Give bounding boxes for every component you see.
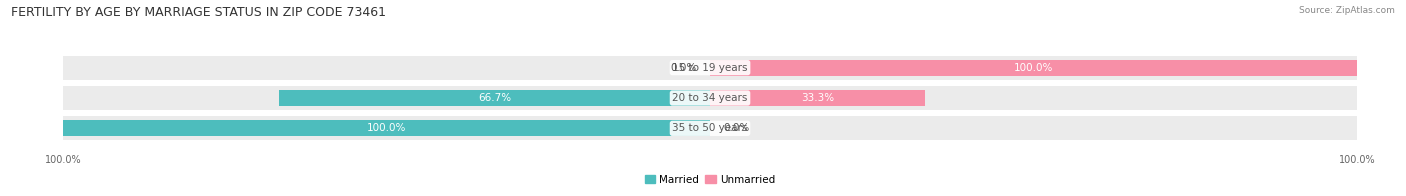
Legend: Married, Unmarried: Married, Unmarried bbox=[641, 170, 779, 189]
Bar bbox=[63, 86, 710, 110]
Bar bbox=[710, 90, 925, 106]
Bar bbox=[63, 55, 710, 80]
Bar bbox=[63, 116, 710, 141]
Text: Source: ZipAtlas.com: Source: ZipAtlas.com bbox=[1299, 6, 1395, 15]
Bar bbox=[710, 60, 1357, 75]
Bar bbox=[278, 90, 710, 106]
Text: FERTILITY BY AGE BY MARRIAGE STATUS IN ZIP CODE 73461: FERTILITY BY AGE BY MARRIAGE STATUS IN Z… bbox=[11, 6, 387, 19]
Bar bbox=[710, 116, 1357, 141]
Text: 33.3%: 33.3% bbox=[801, 93, 834, 103]
Text: 15 to 19 years: 15 to 19 years bbox=[672, 63, 748, 73]
Bar bbox=[63, 121, 710, 136]
Text: 0.0%: 0.0% bbox=[671, 63, 697, 73]
Text: 35 to 50 years: 35 to 50 years bbox=[672, 123, 748, 133]
Text: 66.7%: 66.7% bbox=[478, 93, 510, 103]
Text: 0.0%: 0.0% bbox=[723, 123, 749, 133]
Bar bbox=[710, 55, 1357, 80]
Text: 100.0%: 100.0% bbox=[367, 123, 406, 133]
Text: 100.0%: 100.0% bbox=[1014, 63, 1053, 73]
Bar bbox=[710, 86, 1357, 110]
Text: 20 to 34 years: 20 to 34 years bbox=[672, 93, 748, 103]
